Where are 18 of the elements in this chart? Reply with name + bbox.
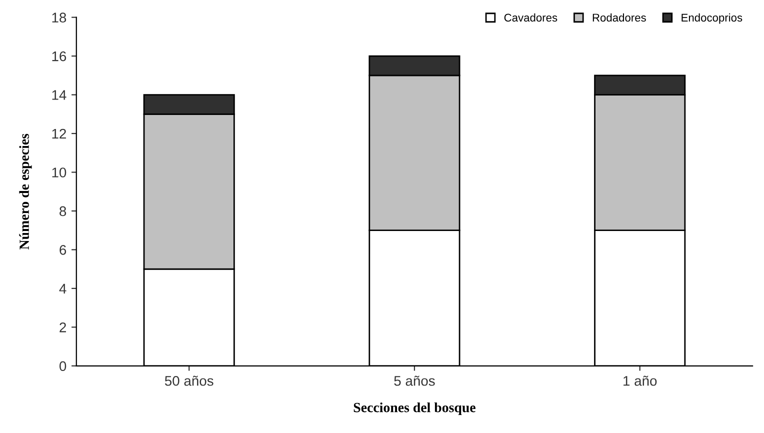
- y-tick-label: 6: [60, 245, 66, 255]
- y-tick-label: 10: [52, 168, 66, 178]
- legend-label: Endocoprios: [682, 13, 742, 24]
- y-tick-label: 12: [52, 128, 66, 139]
- y-tick-label: 14: [52, 90, 66, 100]
- y-axis-title: Número de especies: [19, 134, 32, 250]
- x-axis-title: Secciones del bosque: [354, 402, 476, 416]
- x-tick-label: 5 años: [394, 376, 435, 386]
- legend-label: Cavadores: [504, 13, 558, 22]
- y-tick-label: 8: [60, 206, 66, 216]
- y-tick-label: 0: [59, 361, 66, 372]
- y-tick-label: 4: [59, 284, 66, 294]
- y-tick-label: 18: [52, 12, 66, 22]
- x-tick-label: 1 año: [624, 376, 657, 386]
- y-tick-label: 2: [60, 322, 66, 332]
- legend-label: Rodadores: [592, 13, 646, 22]
- x-tick-label: 50 años: [164, 376, 214, 386]
- y-tick-label: 16: [52, 51, 66, 62]
